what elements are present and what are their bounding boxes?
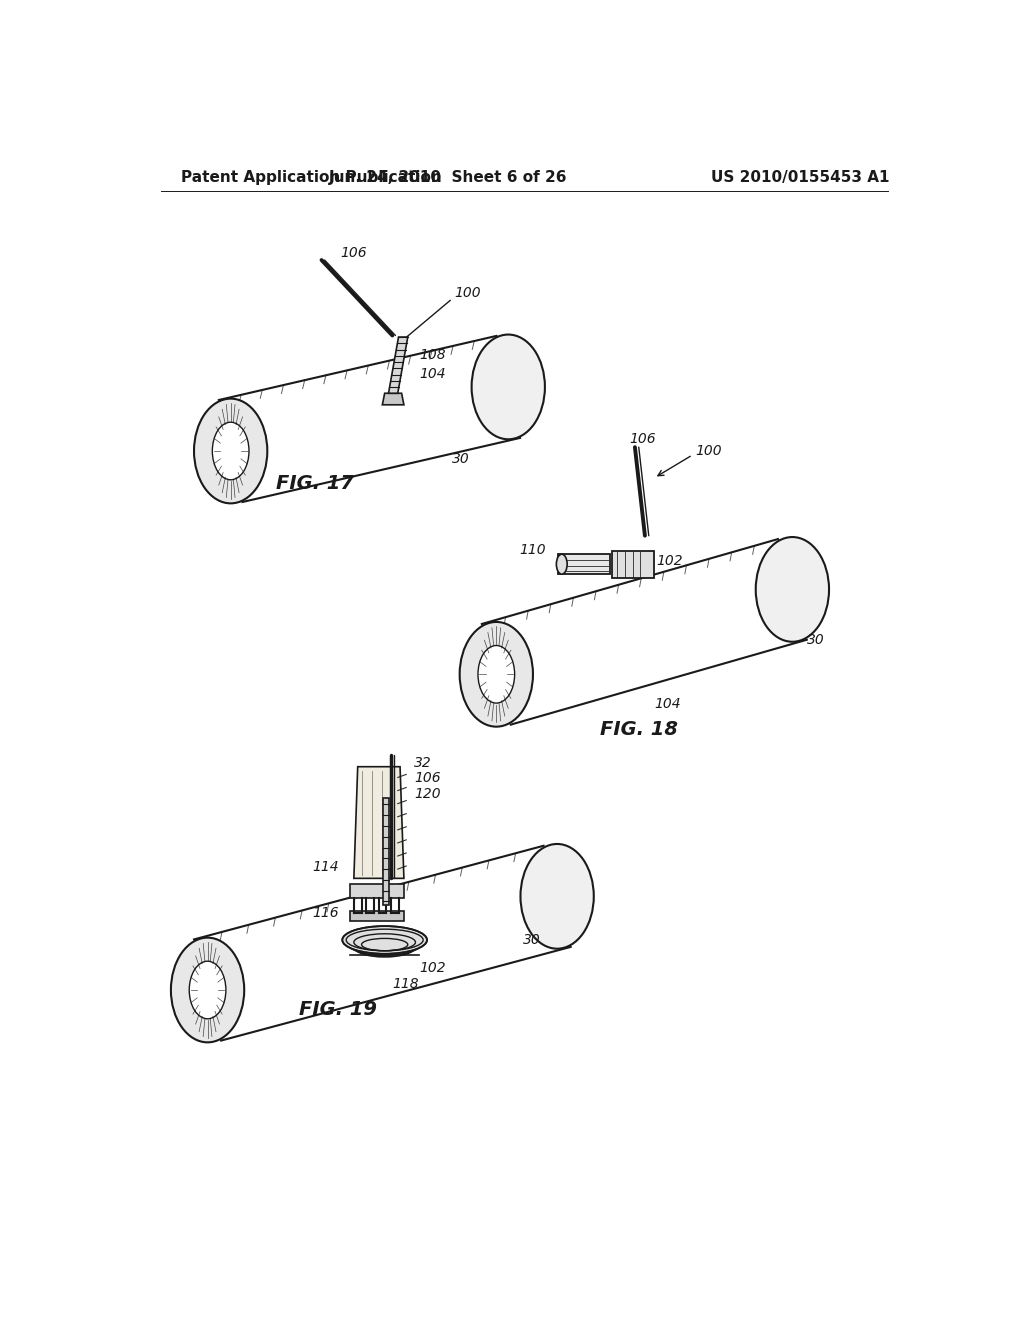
Text: 102: 102 [419,961,445,975]
Text: Jun. 24, 2010  Sheet 6 of 26: Jun. 24, 2010 Sheet 6 of 26 [329,170,567,185]
Polygon shape [194,846,570,1040]
Ellipse shape [478,645,515,704]
Text: 106: 106 [340,246,367,260]
Text: FIG. 19: FIG. 19 [299,999,378,1019]
Polygon shape [350,884,403,898]
Text: Patent Application Publication: Patent Application Publication [180,170,441,185]
Polygon shape [611,552,654,578]
Text: US 2010/0155453 A1: US 2010/0155453 A1 [712,170,890,185]
Text: 32: 32 [414,756,432,770]
Text: 118: 118 [392,977,419,991]
Text: 100: 100 [695,444,722,458]
Text: 108: 108 [419,347,445,362]
Text: 100: 100 [454,286,480,300]
Ellipse shape [556,554,567,574]
Text: FIG. 18: FIG. 18 [600,721,678,739]
Polygon shape [382,393,403,405]
Ellipse shape [460,622,532,726]
Ellipse shape [520,843,594,949]
Polygon shape [354,767,403,878]
Text: 30: 30 [453,451,470,466]
Text: 116: 116 [312,906,339,920]
Ellipse shape [189,961,226,1019]
Text: FIG. 17: FIG. 17 [276,474,354,492]
Text: 104: 104 [419,367,445,381]
Polygon shape [383,797,389,906]
Ellipse shape [212,422,249,479]
Ellipse shape [194,399,267,503]
Ellipse shape [171,937,244,1043]
Text: 110: 110 [520,543,547,557]
Polygon shape [558,554,609,574]
Polygon shape [482,539,807,725]
Polygon shape [350,911,403,921]
Text: 120: 120 [414,787,440,801]
Text: 102: 102 [656,554,683,568]
Text: 114: 114 [312,859,339,874]
Text: 106: 106 [630,433,656,446]
Text: 104: 104 [654,697,681,710]
Ellipse shape [472,334,545,440]
Polygon shape [219,335,520,502]
Ellipse shape [756,537,829,642]
Polygon shape [388,337,408,393]
Text: 30: 30 [807,632,824,647]
Ellipse shape [342,927,427,954]
Text: 30: 30 [523,933,541,946]
Text: 106: 106 [414,771,440,785]
